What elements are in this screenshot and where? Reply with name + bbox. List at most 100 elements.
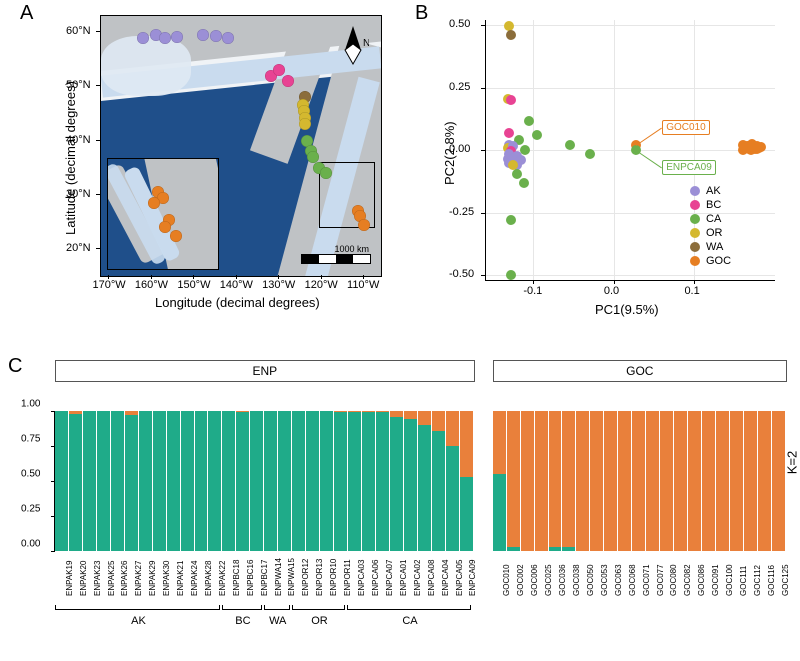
scatter-point [506, 30, 516, 40]
structure-ytick: 0.00 [21, 539, 25, 550]
structure-bar [576, 411, 590, 551]
structure-bar [632, 411, 646, 551]
structure-bar [758, 411, 772, 551]
structure-bar [772, 411, 785, 551]
structure-bar-label: ENPAK20 [79, 561, 88, 596]
legend-label: BC [706, 199, 721, 211]
map-inset-point [148, 197, 160, 209]
panel-a-label: A [20, 2, 33, 25]
map-ytick: 40°N [66, 134, 91, 146]
legend-item: BC [690, 199, 731, 211]
legend-item: AK [690, 185, 731, 197]
structure-bar [97, 411, 111, 551]
scatter-point [738, 140, 748, 150]
map-inset-point [170, 230, 182, 242]
structure-bar-label: ENPAK26 [120, 561, 129, 596]
structure-bar [730, 411, 744, 551]
scatter-xlabel: PC1(9.5%) [595, 302, 659, 317]
structure-bar [674, 411, 688, 551]
structure-bar-label: ENPCA02 [413, 560, 422, 596]
callout-label: GOC010 [662, 120, 709, 135]
legend-label: CA [706, 213, 721, 225]
structure-bar [320, 411, 334, 551]
structure-bar [125, 411, 139, 551]
structure-bar [460, 411, 473, 551]
structure-bar [264, 411, 278, 551]
legend-swatch [690, 242, 700, 252]
group-bracket-label: BC [235, 615, 250, 627]
structure-bar-label: GOC038 [572, 564, 581, 596]
structure-bar [562, 411, 576, 551]
structure-bar-label: ENPAK24 [190, 561, 199, 596]
group-bracket [55, 609, 220, 610]
structure-bar [208, 411, 222, 551]
structure-bar [139, 411, 153, 551]
structure-bar [195, 411, 209, 551]
structure-bar [507, 411, 521, 551]
map-xtick: 120°W [305, 279, 338, 291]
map-xtick: 130°W [262, 279, 295, 291]
structure-bar-label: ENPCA08 [427, 560, 436, 596]
group-bracket [264, 609, 290, 610]
map-ytick: 60°N [66, 25, 91, 37]
structure-bar-label: GOC116 [767, 565, 776, 596]
structure-bar-label: ENPOR13 [315, 559, 324, 596]
structure-ytick: 0.75 [21, 434, 25, 445]
map-inset [107, 158, 219, 270]
legend-item: GOC [690, 255, 731, 267]
legend-swatch [690, 256, 700, 266]
group-bracket [347, 609, 470, 610]
structure-bar [83, 411, 97, 551]
callout-label: ENPCA09 [662, 160, 716, 175]
legend-swatch [690, 186, 700, 196]
structure-bar-label: ENPCA01 [399, 560, 408, 596]
map-inset-point [159, 221, 171, 233]
scatter-ytick: 0.25 [449, 81, 470, 93]
structure-bar-label: ENPAK21 [176, 561, 185, 596]
structure-bar [404, 411, 418, 551]
map-xtick: 140°W [220, 279, 253, 291]
scatter-xtick: 0.1 [684, 285, 699, 297]
group-bracket [292, 609, 346, 610]
structure-bar [521, 411, 535, 551]
structure-bar-label: GOC050 [586, 564, 595, 596]
structure-bar-label: GOC077 [656, 564, 665, 596]
legend-item: WA [690, 241, 731, 253]
structure-bar-label: GOC063 [614, 564, 623, 596]
structure-bar [418, 411, 432, 551]
structure-bar-label: ENPBC18 [232, 560, 241, 596]
map-xtick: 170°W [92, 279, 125, 291]
map-point [197, 29, 209, 41]
structure-bar-label: ENPOR12 [301, 559, 310, 596]
k-label: K=2 [784, 451, 799, 475]
structure-bar-label: ENPAK25 [107, 561, 116, 596]
figure: A B C N [0, 0, 800, 661]
scatter-ytick: 0.50 [449, 18, 470, 30]
structure-bar-label: GOC086 [697, 564, 706, 596]
compass-icon: N [337, 24, 369, 72]
facet-header: GOC [493, 360, 787, 382]
structure-bar-label: ENPOR10 [329, 559, 338, 596]
map-ytick: 30°N [66, 188, 91, 200]
structure-bar [334, 411, 348, 551]
panel-c-structure: ENP0.000.250.500.751.00ENPAK19ENPAK20ENP… [25, 360, 785, 650]
structure-bar-label: ENPAK28 [204, 561, 213, 596]
structure-bar-label: ENPAK30 [162, 561, 171, 596]
scatter-ytick: -0.50 [449, 268, 474, 280]
group-bracket-label: WA [269, 615, 286, 627]
structure-bar [55, 411, 69, 551]
structure-bar-label: ENPCA09 [468, 560, 477, 596]
map-xtick: 110°W [347, 279, 379, 291]
structure-ytick: 0.25 [21, 504, 25, 515]
legend-item: CA [690, 213, 731, 225]
scatter-plot-area: GOC010 ENPCA09 [485, 20, 775, 280]
legend-label: GOC [706, 255, 731, 267]
map-point [222, 32, 234, 44]
map-point [320, 167, 332, 179]
map-ylabel: Latitude (decimal degrees) [63, 81, 78, 235]
structure-bar-label: ENPBC16 [246, 560, 255, 596]
structure-bar [549, 411, 563, 551]
legend-label: AK [706, 185, 721, 197]
structure-bar-label: GOC091 [711, 564, 720, 596]
structure-bar [111, 411, 125, 551]
